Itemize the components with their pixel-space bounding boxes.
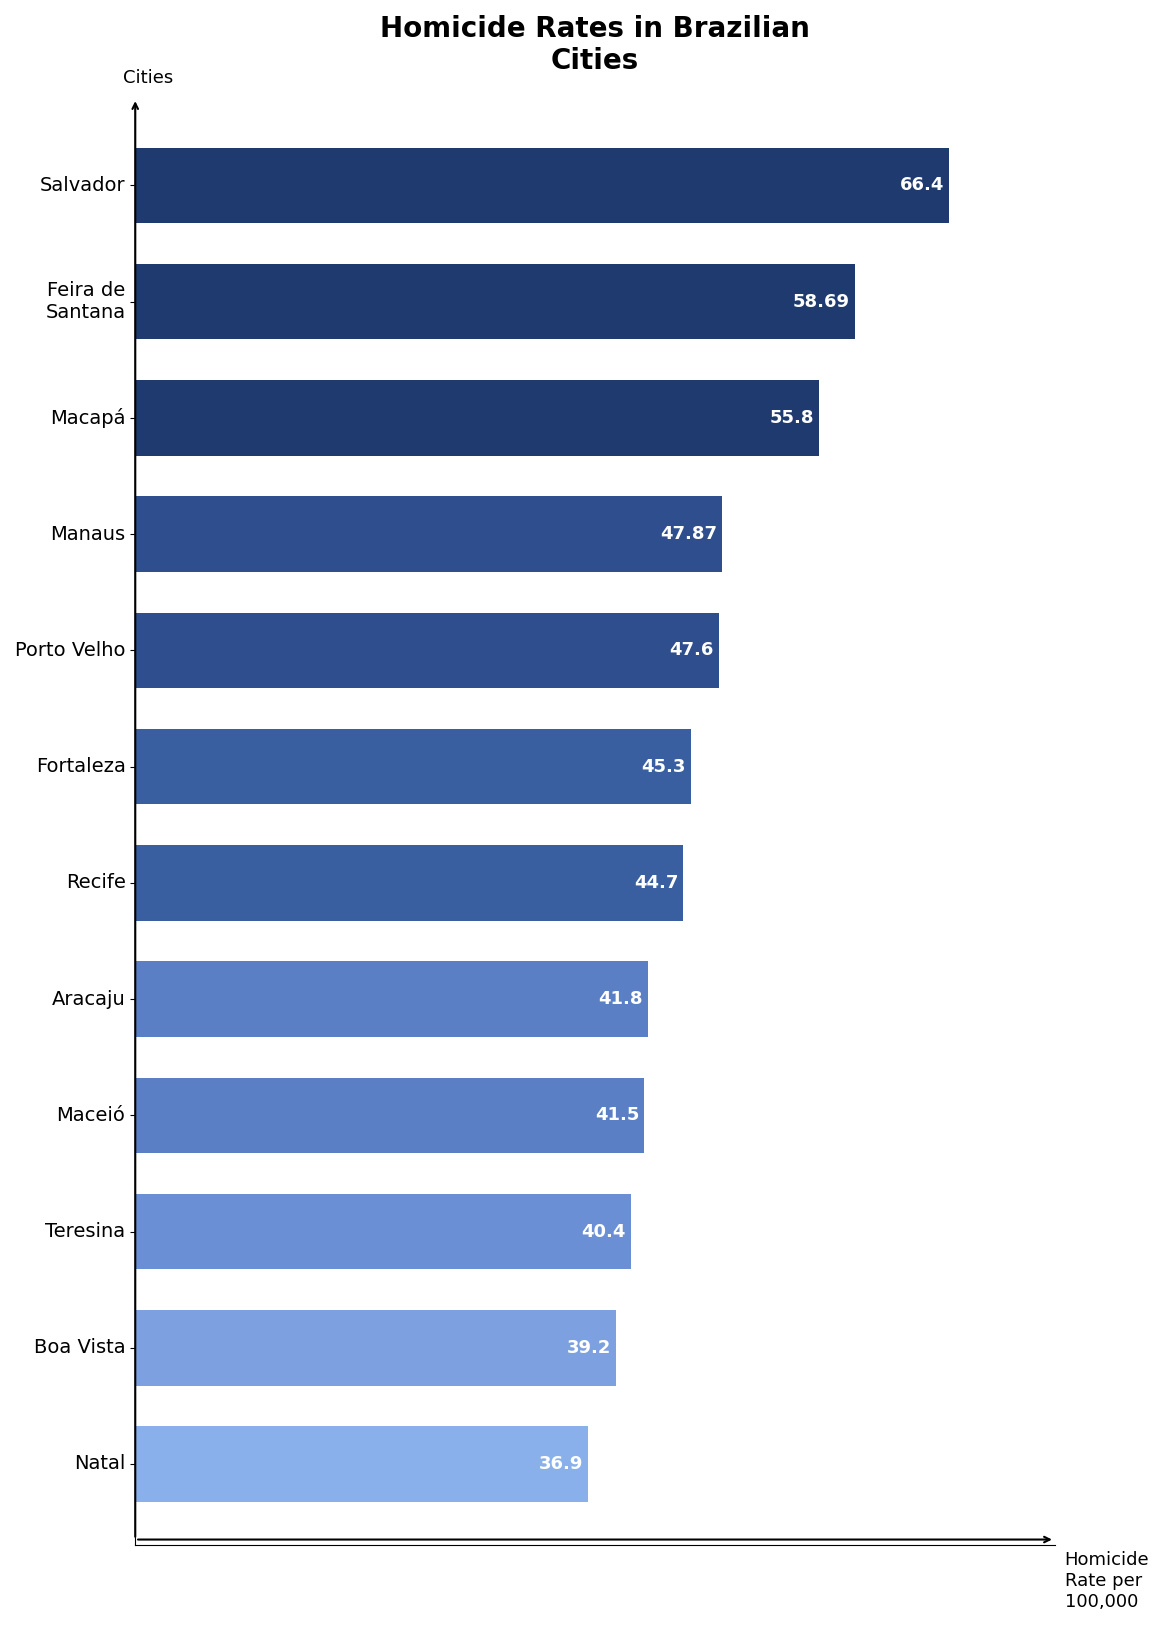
Bar: [135, 380, 819, 455]
Text: 41.8: 41.8: [598, 990, 643, 1008]
Text: 55.8: 55.8: [769, 410, 815, 427]
Text: 45.3: 45.3: [641, 757, 686, 775]
Text: 40.4: 40.4: [581, 1222, 625, 1240]
Title: Homicide Rates in Brazilian
Cities: Homicide Rates in Brazilian Cities: [381, 15, 810, 75]
Text: 58.69: 58.69: [793, 292, 850, 310]
Text: Homicide
Rate per
100,000: Homicide Rate per 100,000: [1065, 1552, 1149, 1610]
Bar: [135, 962, 647, 1037]
Bar: [135, 730, 690, 804]
Bar: [135, 148, 950, 223]
Bar: [135, 496, 722, 572]
Text: 47.87: 47.87: [660, 525, 717, 543]
Bar: [135, 1427, 588, 1502]
Text: 41.5: 41.5: [595, 1107, 639, 1124]
Text: 66.4: 66.4: [900, 177, 944, 195]
Bar: [135, 1077, 644, 1154]
Text: Cities: Cities: [123, 68, 173, 86]
Text: 44.7: 44.7: [634, 874, 679, 892]
Text: 39.2: 39.2: [567, 1339, 611, 1357]
Text: 36.9: 36.9: [539, 1454, 583, 1472]
Bar: [135, 845, 683, 921]
Bar: [135, 1310, 616, 1386]
Text: 47.6: 47.6: [669, 642, 714, 660]
Bar: [135, 263, 854, 340]
Bar: [135, 613, 719, 687]
Bar: [135, 1194, 631, 1269]
